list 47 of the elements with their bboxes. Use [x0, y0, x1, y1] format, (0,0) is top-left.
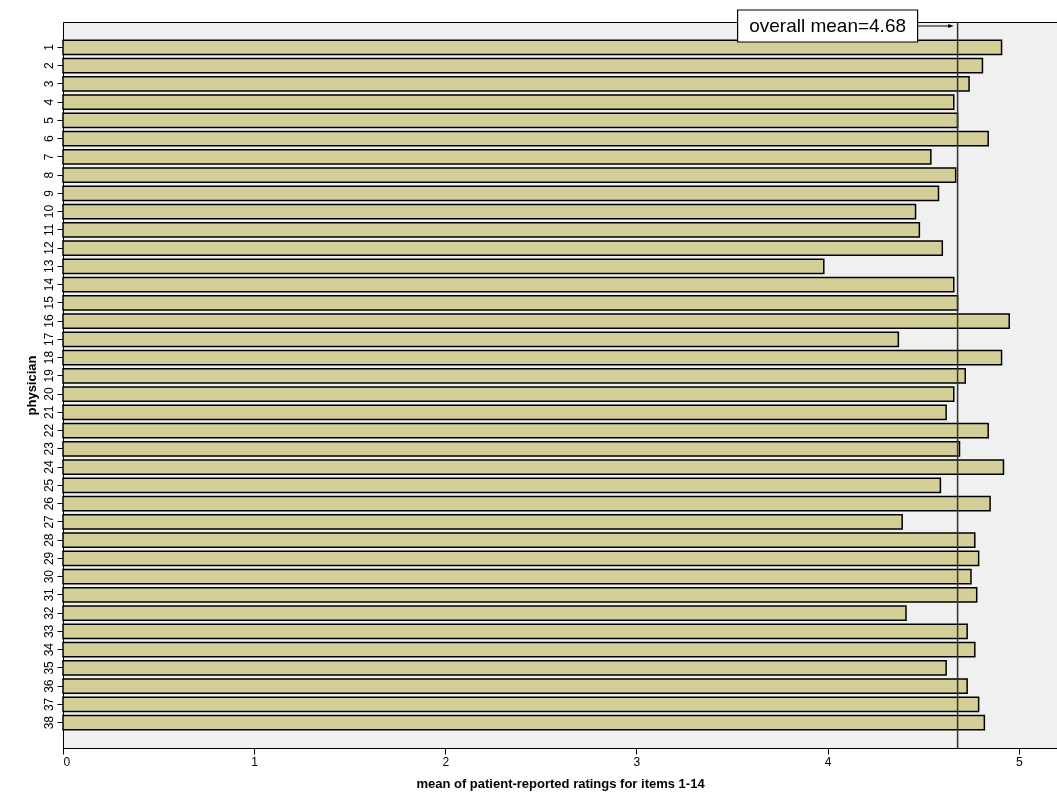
y-tick-label: 38 — [41, 715, 56, 730]
y-tick-label: 21 — [41, 405, 56, 420]
y-tick-label: 20 — [41, 387, 56, 401]
x-tick-label: 3 — [633, 754, 641, 769]
y-tick-label: 9 — [41, 189, 56, 197]
y-tick-label: 11 — [41, 223, 56, 237]
y-tick-label: 25 — [41, 478, 56, 493]
y-tick-label: 12 — [41, 241, 56, 255]
y-tick-label: 18 — [41, 350, 56, 365]
y-tick-label: 8 — [41, 171, 56, 179]
y-tick-label: 7 — [41, 153, 56, 161]
y-tick-label: 35 — [41, 660, 56, 675]
y-tick-label: 30 — [41, 569, 56, 584]
ref-line-label: overall mean=4.68 — [749, 15, 907, 36]
x-tick-label: 0 — [63, 754, 71, 769]
y-tick-label: 4 — [41, 98, 56, 106]
y-tick-label: 13 — [41, 259, 56, 274]
y-tick-label: 16 — [41, 314, 56, 328]
x-axis-title: mean of patient-reported ratings for items 1-14 — [416, 775, 706, 791]
y-tick-label: 10 — [41, 204, 56, 219]
x-tick-label: 1 — [251, 754, 259, 769]
y-tick-label: 28 — [41, 533, 56, 547]
y-tick-label: 6 — [41, 134, 56, 142]
y-tick-label: 19 — [41, 368, 56, 383]
y-tick-label: 15 — [41, 295, 56, 310]
y-tick-label: 34 — [41, 642, 56, 657]
y-tick-label: 14 — [41, 277, 56, 292]
x-tick-label: 5 — [1015, 754, 1023, 769]
y-tick-label: 37 — [41, 697, 56, 712]
y-tick-label: 32 — [41, 606, 56, 620]
y-tick-label: 36 — [41, 679, 56, 693]
y-tick-label: 17 — [41, 332, 56, 347]
x-tick-label: 4 — [824, 754, 832, 769]
y-tick-label: 29 — [41, 551, 56, 566]
x-tick-label: 2 — [442, 754, 450, 769]
y-tick-label: 33 — [41, 624, 56, 639]
y-tick-label: 3 — [41, 80, 56, 88]
y-tick-label: 26 — [41, 496, 56, 511]
y-tick-label: 5 — [41, 116, 56, 124]
y-tick-label: 22 — [41, 423, 56, 438]
y-axis-title: physician — [23, 355, 39, 416]
y-tick-label: 1 — [41, 43, 56, 51]
y-tick-label: 31 — [41, 587, 56, 602]
y-tick-label: 23 — [41, 441, 56, 456]
y-tick-label: 27 — [41, 514, 56, 529]
y-tick-label: 24 — [41, 460, 56, 474]
y-tick-label: 2 — [41, 61, 56, 69]
